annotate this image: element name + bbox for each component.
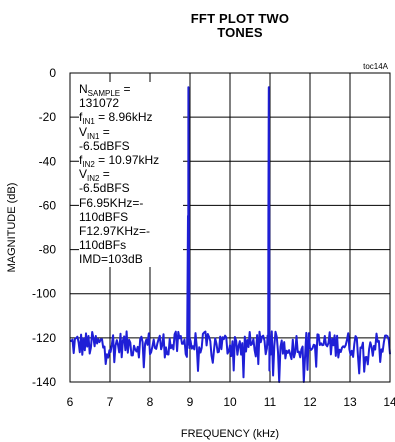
y-tick-label: 0	[49, 66, 56, 80]
chart-title-line-1: FFT PLOT TWO	[190, 11, 290, 26]
fin2-sub: IN2	[82, 160, 95, 170]
plot-frame	[69, 72, 391, 383]
nsample-label: N	[79, 82, 88, 96]
annotation-fin2: fIN2 = 10.97kHz	[79, 153, 183, 170]
tick-labels: 6 7 8 9 10 11 12 13 14 0 -20 -40 -60 -80 -100 -120 -140	[32, 66, 395, 409]
x-axis-label: FREQUENCY (kHz)	[181, 428, 279, 440]
chart-title-line-2: TONES	[217, 25, 263, 40]
fin2-value: = 10.97kHz	[94, 153, 160, 168]
y-tick-label: -120	[32, 331, 56, 345]
annotation-nsample-value: 131072	[79, 96, 120, 111]
x-tick-label: 9	[187, 395, 194, 409]
measurement-annotation: NSAMPLE = 131072 fIN1 = 8.96kHz VIN1 = -…	[79, 82, 183, 267]
x-tick-label: 12	[303, 395, 317, 409]
x-tick-label: 7	[107, 395, 114, 409]
vin2-label: V	[79, 167, 88, 182]
annotation-vin1-value: -6.5dBFS	[79, 138, 130, 153]
vin1-eq: =	[99, 124, 110, 139]
annotation-f2-line1: F12.97KHz=-	[79, 224, 151, 239]
vin1-label: V	[79, 124, 88, 139]
fft-trace-line	[69, 86, 391, 383]
y-tick-label: -80	[39, 243, 57, 257]
fin1-value: = 8.96kHz	[94, 110, 153, 125]
vin2-eq: =	[99, 167, 110, 182]
annotation-nsample: NSAMPLE =	[79, 82, 183, 98]
annotation-vin2: VIN2 =	[79, 167, 183, 184]
figure-note: toc14A	[363, 62, 389, 71]
x-tick-label: 11	[264, 395, 277, 409]
vin1-sub: IN1	[87, 131, 100, 141]
annotation-f2-line2: 110dBFs	[79, 238, 127, 253]
y-tick-label: -140	[32, 375, 56, 389]
nsample-sub: SAMPLE	[87, 89, 121, 98]
x-tick-label: 10	[223, 395, 237, 409]
x-tick-label: 13	[343, 395, 357, 409]
y-tick-label: -100	[32, 287, 56, 301]
x-tick-label: 14	[383, 395, 395, 409]
annotation-vin2-value: -6.5dBFS	[79, 181, 130, 196]
annotation-fin1: fIN1 = 8.96kHz	[79, 110, 183, 127]
chart-title: FFT PLOT TWO TONES	[140, 12, 340, 40]
x-tick-label: 6	[67, 395, 74, 409]
annotation-f1-line2: 110dBFS	[79, 209, 129, 224]
x-tick-label: 8	[147, 395, 154, 409]
annotation-vin1: VIN1 =	[79, 124, 183, 141]
fin1-sub: IN1	[82, 117, 95, 127]
y-axis-label: MAGNITUDE (dB)	[6, 183, 18, 273]
y-tick-label: -20	[39, 110, 57, 124]
nsample-eq: =	[120, 82, 131, 96]
fin1-label: f	[79, 110, 83, 125]
vin2-sub: IN2	[87, 174, 100, 184]
fin2-label: f	[79, 153, 83, 168]
annotation-f1-line1: F6.95KHz=-	[79, 195, 144, 210]
annotation-imd: IMD=103dB	[79, 252, 143, 267]
y-tick-label: -60	[39, 198, 57, 212]
y-tick-label: -40	[39, 154, 57, 168]
